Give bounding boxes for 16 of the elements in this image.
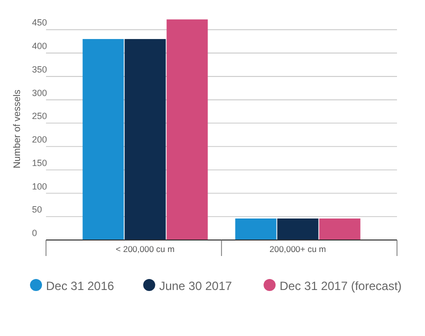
- legend-label: June 30 2017: [159, 279, 232, 293]
- x-tick-label: 200,000+ cu m: [270, 244, 326, 254]
- y-tick-label: 250: [32, 111, 48, 122]
- y-tick-label: 400: [32, 41, 48, 52]
- y-tick-label: 50: [32, 204, 42, 215]
- legend-label: Dec 31 2016: [46, 279, 114, 293]
- y-axis-title: Number of vessels: [12, 89, 23, 168]
- y-tick-label: 300: [32, 88, 48, 98]
- y-tick-label: 100: [32, 181, 48, 192]
- y-tick-label: 150: [32, 158, 48, 168]
- y-tick-label: 350: [32, 64, 48, 74]
- y-tick-label: 450: [32, 18, 48, 28]
- y-tick-label: 200: [32, 134, 48, 145]
- x-tick-label: < 200,000 cu m: [116, 244, 175, 254]
- y-tick-label: 0: [32, 228, 38, 238]
- legend-label: Dec 31 2017 (forecast): [280, 279, 402, 293]
